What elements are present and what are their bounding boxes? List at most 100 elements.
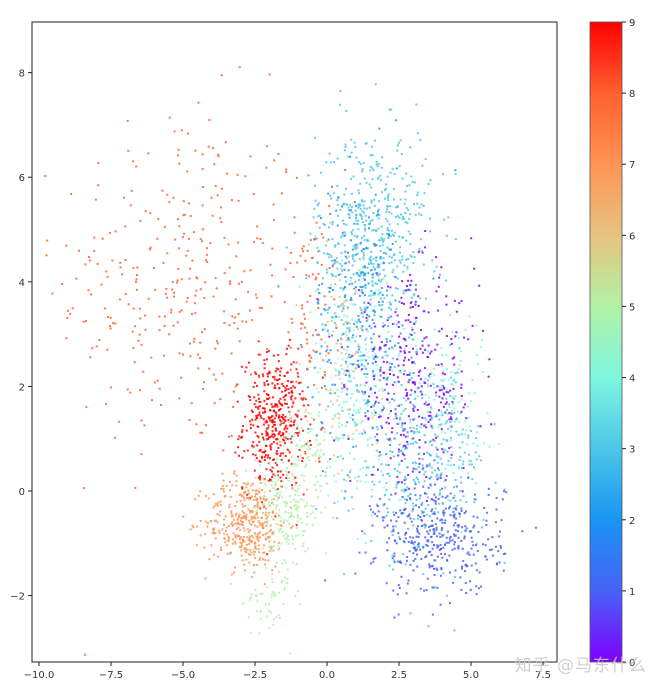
data-point: [282, 521, 285, 524]
data-point: [450, 376, 453, 379]
data-point: [461, 526, 464, 529]
data-point: [164, 292, 167, 295]
data-point: [416, 525, 419, 528]
data-point: [417, 478, 419, 481]
data-point: [233, 472, 236, 475]
data-point: [360, 217, 363, 220]
data-point: [420, 510, 423, 513]
data-point: [390, 108, 393, 111]
data-point: [286, 577, 289, 580]
data-point: [428, 566, 431, 569]
data-point: [391, 557, 394, 560]
data-point: [265, 430, 268, 433]
data-point: [227, 535, 230, 538]
data-point: [312, 505, 315, 508]
data-point: [367, 362, 369, 365]
data-point: [376, 177, 379, 180]
data-point: [398, 481, 401, 484]
data-point: [416, 132, 419, 135]
data-point: [487, 538, 490, 541]
data-point: [324, 341, 327, 344]
data-point: [349, 298, 352, 301]
data-point: [201, 240, 203, 243]
data-point: [411, 338, 414, 341]
data-point: [391, 398, 394, 401]
data-point: [302, 444, 305, 447]
data-point: [424, 423, 427, 426]
data-point: [369, 437, 372, 440]
data-point: [254, 459, 257, 462]
data-point: [265, 444, 268, 447]
data-point: [316, 298, 318, 300]
data-point: [324, 309, 327, 312]
data-point: [406, 222, 409, 225]
data-point: [263, 456, 266, 459]
data-point: [281, 530, 284, 533]
data-point: [402, 409, 405, 412]
data-point: [387, 285, 389, 288]
data-point: [374, 385, 377, 388]
data-point: [249, 540, 252, 543]
data-point: [405, 388, 407, 391]
data-point: [311, 334, 314, 337]
data-point: [331, 383, 334, 386]
data-point: [401, 422, 404, 425]
data-point: [484, 555, 487, 558]
data-point: [214, 277, 217, 280]
data-point: [350, 192, 353, 195]
data-point: [341, 231, 344, 234]
data-point: [436, 586, 439, 589]
data-point: [251, 444, 253, 447]
data-point: [444, 467, 447, 470]
data-point: [453, 516, 456, 519]
data-point: [467, 476, 470, 479]
data-point: [199, 288, 202, 291]
data-point: [324, 373, 326, 376]
data-point: [444, 496, 447, 499]
data-point: [290, 441, 293, 444]
data-point: [398, 471, 401, 474]
data-point: [408, 351, 411, 354]
data-point: [326, 345, 329, 348]
data-point: [346, 388, 349, 391]
data-point: [370, 294, 373, 297]
data-point: [254, 293, 257, 296]
data-point: [321, 422, 324, 425]
data-point: [255, 536, 258, 539]
data-point: [366, 330, 369, 333]
data-point: [296, 509, 299, 512]
data-point: [253, 552, 256, 555]
data-point: [279, 419, 281, 422]
data-point: [266, 536, 269, 539]
data-point: [144, 328, 147, 331]
data-point: [457, 410, 459, 413]
data-point: [87, 289, 90, 292]
data-point: [495, 508, 498, 511]
data-point: [414, 483, 417, 486]
data-point: [367, 417, 370, 420]
data-point: [278, 509, 280, 512]
data-point: [274, 474, 276, 477]
data-point: [449, 536, 452, 538]
data-point: [440, 518, 443, 521]
data-point: [379, 297, 382, 300]
data-point: [311, 511, 314, 514]
data-point: [266, 520, 269, 523]
data-point: [417, 465, 420, 468]
data-point: [411, 180, 414, 183]
data-point: [365, 247, 368, 250]
data-point: [277, 447, 280, 449]
data-point: [368, 315, 371, 318]
data-point: [276, 438, 279, 441]
data-point: [274, 405, 276, 408]
data-point: [356, 235, 359, 238]
data-point: [408, 333, 411, 336]
data-point: [257, 340, 260, 343]
data-point: [271, 396, 274, 399]
data-point: [277, 614, 280, 616]
data-point: [65, 244, 68, 247]
data-point: [446, 440, 448, 442]
data-point: [381, 321, 384, 324]
data-point: [258, 532, 261, 535]
data-point: [264, 563, 267, 566]
